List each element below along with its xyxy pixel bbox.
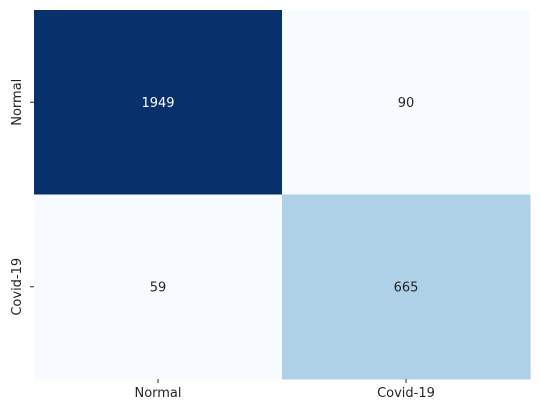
x-axis: Normal Covid-19: [134, 379, 435, 401]
heatmap-cells: [34, 10, 531, 380]
y-tick-label: Covid-19: [10, 258, 25, 316]
heatmap-cell: [282, 194, 531, 380]
y-tick-label: Normal: [10, 79, 25, 126]
y-axis: Normal Covid-19: [10, 79, 34, 316]
heatmap-cell: [282, 10, 531, 195]
heatmap-cell-value: 665: [394, 280, 419, 295]
heatmap-cell-labels: 1949 90 59 665: [141, 96, 418, 296]
heatmap-cell-value: 1949: [141, 96, 174, 111]
x-tick-label: Normal: [134, 386, 181, 401]
heatmap-cell-value: 90: [398, 96, 415, 111]
heatmap-cell-value: 59: [150, 280, 167, 295]
x-tick-label: Covid-19: [377, 386, 435, 401]
heatmap-cell: [34, 10, 283, 195]
heatmap-cell: [34, 194, 283, 380]
